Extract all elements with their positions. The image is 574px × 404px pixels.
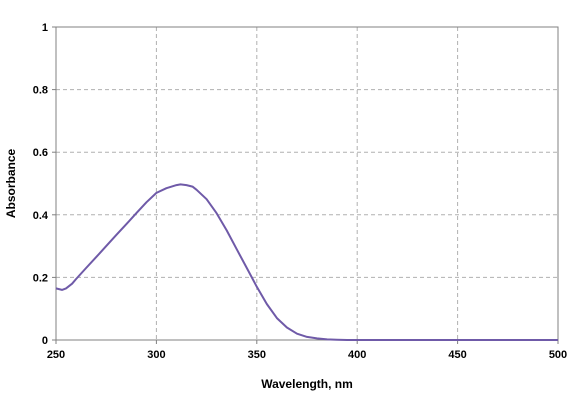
y-tick-label-3: 0.6 <box>33 147 48 159</box>
x-tick-label-5: 500 <box>549 349 567 361</box>
x-axis-title: Wavelength, nm <box>261 377 353 391</box>
plot-area-frame <box>55 26 559 341</box>
series-layer <box>55 183 558 341</box>
y-axis-title: Absorbance <box>4 149 18 219</box>
grid-lines <box>56 27 558 340</box>
y-tick-label-5: 1 <box>42 22 48 34</box>
y-tick-label-4: 0.8 <box>33 85 48 97</box>
x-tick-label-3: 400 <box>348 349 366 361</box>
x-tick-label-4: 450 <box>448 349 466 361</box>
series-line-0 <box>55 183 558 341</box>
x-tick-label-0: 250 <box>47 349 65 361</box>
axis-ticks: 250 300 350 400 450 500 0 0.2 0.4 0.6 0.8 1 <box>33 22 567 361</box>
x-tick-label-1: 300 <box>147 349 165 361</box>
y-tick-label-0: 0 <box>42 335 48 347</box>
x-tick-label-2: 350 <box>248 349 266 361</box>
y-tick-label-1: 0.2 <box>33 272 48 284</box>
y-tick-label-2: 0.4 <box>33 210 49 222</box>
